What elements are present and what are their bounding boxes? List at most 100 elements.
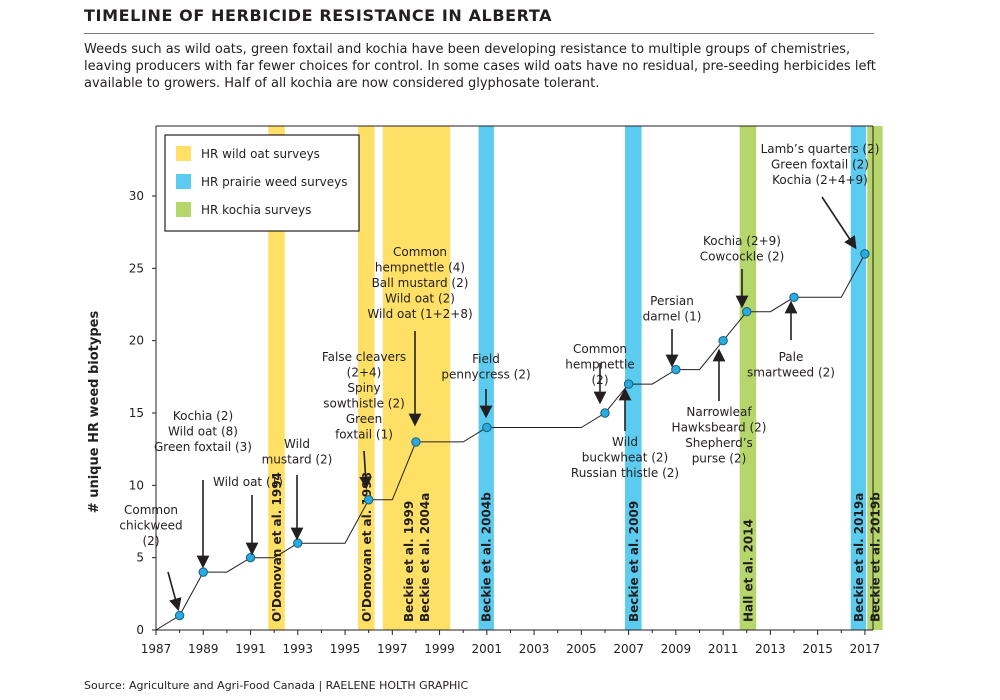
annotation-label: Persian darnel (1): [643, 294, 702, 324]
band-label: Beckie et al. 2004b: [480, 492, 494, 622]
annotation-line: hempnettle (4): [375, 261, 465, 275]
annotation-line: Green foxtail (2): [771, 158, 869, 172]
legend-label: HR prairie weed surveys: [201, 175, 348, 189]
annotation-line: Green: [346, 412, 382, 426]
survey-band: [382, 126, 451, 630]
annotation-line: False cleavers: [322, 350, 406, 364]
annotation-arrow: [821, 196, 857, 250]
chart-title: TIMELINE OF HERBICIDE RESISTANCE IN ALBE…: [84, 6, 553, 25]
data-point: [742, 307, 752, 317]
survey-band: [739, 126, 757, 630]
annotation-line: Hawksbeard (2): [672, 421, 767, 435]
band-label: Beckie et al. 2004a: [418, 493, 432, 622]
x-tick-label: 2013: [755, 642, 786, 656]
x-tick-label: 1987: [141, 642, 172, 656]
annotation-line: Shepherd’s: [685, 436, 753, 450]
annotation-label: Wild oat (1): [213, 475, 283, 489]
annotation-line: Russian thistle (2): [571, 466, 679, 480]
x-tick-label: 2003: [519, 642, 550, 656]
y-tick-label: 25: [129, 261, 144, 275]
data-point: [671, 364, 681, 375]
band-label: O'Donovan et al. 1994: [270, 472, 284, 622]
annotation-line: Green foxtail (3): [154, 440, 252, 454]
data-point: [198, 567, 208, 577]
annotation-label: Wild mustard (2): [262, 437, 333, 467]
data-point: [293, 538, 303, 548]
x-tick-label: 2011: [708, 642, 739, 656]
title-rule: [84, 33, 874, 34]
x-tick-label: 2005: [566, 642, 597, 656]
annotation-line: Field: [472, 352, 500, 366]
annotation-line: purse (2): [692, 452, 747, 466]
annotation-label: Kochia (2+9) Cowcockle (2): [700, 234, 785, 264]
annotation-line: Common: [124, 503, 178, 517]
annotation-line: Wild: [284, 437, 310, 451]
annotation-line: Lamb’s quarters (2): [761, 142, 880, 156]
y-axis-label: # unique HR weed biotypes: [87, 311, 102, 514]
annotation-label: Kochia (2) Wild oat (8) Green foxtail (3): [154, 409, 252, 454]
annotation-line: Pale: [779, 350, 804, 364]
chart-description: Weeds such as wild oats, green foxtail a…: [84, 42, 876, 91]
annotation-label: Common hempnettle (4) Ball mustard (2) Wild…: [367, 245, 472, 321]
y-tick-label: 15: [129, 406, 144, 420]
data-point: [789, 292, 799, 302]
legend: HR wild oat surveys HR prairie weed surve…: [164, 134, 360, 232]
survey-band: [867, 126, 883, 630]
data-point: [600, 408, 610, 418]
x-tick-label: 1995: [330, 642, 361, 656]
legend-swatch: [176, 174, 191, 189]
y-tick-label: 5: [136, 551, 144, 565]
annotation-line: pennycress (2): [441, 368, 530, 382]
data-point: [623, 379, 634, 389]
annotation-label: Lamb’s quarters (2) Green foxtail (2) Koch…: [761, 142, 880, 187]
band-label: Hall et al. 2014: [741, 519, 755, 622]
x-tick-label: 1999: [424, 642, 455, 656]
annotation-line: Kochia (2): [173, 409, 233, 423]
x-tick-label: 2017: [850, 642, 881, 656]
annotation-line: Ball mustard (2): [372, 276, 469, 290]
annotation-line: Wild oat (2): [385, 292, 455, 306]
x-tick-label: 1993: [283, 642, 314, 656]
annotation-label: Pale smartweed (2): [747, 350, 835, 380]
annotation-arrow: [167, 571, 182, 612]
annotation-line: Persian: [650, 294, 694, 308]
annotations: Common chickweed (2)Kochia (2) Wild oat (8)…: [119, 142, 880, 612]
annotation-line: Wild oat (8): [168, 425, 238, 439]
annotation-label: Field pennycress (2): [441, 352, 530, 382]
y-tick-label: 20: [129, 334, 144, 348]
legend-box: [164, 134, 360, 232]
annotation-line: mustard (2): [262, 453, 333, 467]
y-tick-label: 0: [136, 623, 144, 637]
y-tick-label: 30: [129, 189, 144, 203]
band-label: Beckie et al. 1999: [402, 501, 416, 622]
legend-label: HR kochia surveys: [201, 203, 311, 217]
annotation-line: (2): [592, 373, 609, 387]
data-point: [411, 437, 421, 447]
data-point: [718, 335, 728, 346]
band-label: Beckie et al. 2019a: [852, 493, 866, 622]
annotation-label: Common hempnettle (2): [565, 342, 634, 387]
annotation-line: smartweed (2): [747, 366, 835, 380]
annotation-label: False cleavers (2+4) Spiny sowthistle (2) Gr…: [322, 350, 406, 442]
annotation-line: Common: [573, 342, 627, 356]
data-point: [363, 495, 374, 505]
band-label: Beckie et al. 2009: [627, 501, 641, 622]
data-point: [860, 249, 870, 259]
x-tick-label: 2007: [613, 642, 644, 656]
x-tick-label: 1989: [188, 642, 219, 656]
x-tick-label: 2001: [472, 642, 503, 656]
annotation-line: Kochia (2+9): [703, 234, 781, 248]
x-tick-label: 1997: [377, 642, 408, 656]
survey-band: [478, 126, 494, 630]
annotation-line: Narrowleaf: [686, 405, 752, 419]
annotation-line: chickweed: [119, 519, 182, 533]
data-point: [482, 422, 492, 433]
data-point: [174, 610, 185, 621]
axes: 0 5 10 15 20 25 30 1987 1989 1991 1993 1995 1997 1999…: [87, 125, 881, 656]
data-point: [245, 552, 256, 563]
x-tick-label: 1991: [235, 642, 266, 656]
annotation-line: (2): [143, 534, 160, 548]
legend-swatch: [176, 202, 191, 217]
survey-band: [268, 126, 285, 630]
